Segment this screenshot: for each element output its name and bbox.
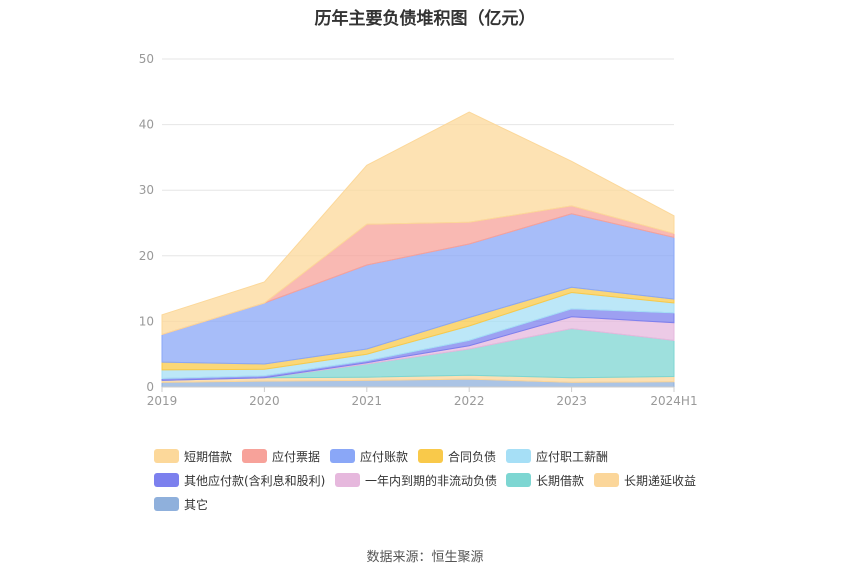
legend-label: 其他应付款(含利息和股利) xyxy=(184,473,326,488)
legend-item[interactable]: 其它 xyxy=(154,496,208,512)
x-tick-label: 2024H1 xyxy=(650,394,697,408)
x-tick-label: 2022 xyxy=(454,394,485,408)
legend-item[interactable]: 应付账款 xyxy=(330,448,408,464)
y-tick-label: 0 xyxy=(146,380,154,394)
legend-swatch xyxy=(154,473,179,487)
legend-swatch xyxy=(594,473,619,487)
legend-swatch xyxy=(506,473,531,487)
legend-item[interactable]: 一年内到期的非流动负债 xyxy=(335,472,497,488)
legend-label: 一年内到期的非流动负债 xyxy=(365,473,498,488)
data-source: 数据来源：恒生聚源 xyxy=(366,550,484,565)
y-tick-label: 40 xyxy=(139,118,154,132)
x-tick-label: 2021 xyxy=(352,394,383,408)
area-series xyxy=(161,111,675,336)
y-tick-label: 50 xyxy=(139,52,154,66)
x-tick-label: 2019 xyxy=(147,394,178,408)
legend-swatch xyxy=(506,449,531,463)
legend-label: 其它 xyxy=(184,497,209,512)
legend-label: 长期递延收益 xyxy=(624,473,697,488)
legend-label: 应付账款 xyxy=(360,449,409,464)
legend-label: 应付票据 xyxy=(272,449,321,464)
legend-swatch xyxy=(154,449,179,463)
legend-item[interactable]: 其他应付款(含利息和股利) xyxy=(154,472,325,488)
legend-label: 应付职工薪酬 xyxy=(536,449,609,464)
legend-swatch xyxy=(335,473,360,487)
legend-swatch xyxy=(330,449,355,463)
y-tick-label: 10 xyxy=(139,314,154,328)
x-tick-label: 2020 xyxy=(249,394,280,408)
legend-item[interactable]: 合同负债 xyxy=(418,448,496,464)
legend-swatch xyxy=(418,449,443,463)
stacked-area-chart: 0 10 20 30 40 50 2019 2020 2021 2022 2023 2024H1 xyxy=(139,52,698,408)
legend-label: 长期借款 xyxy=(536,473,585,488)
legend-item[interactable]: 应付票据 xyxy=(242,448,320,464)
legend-item[interactable]: 长期借款 xyxy=(506,472,584,488)
legend-item[interactable]: 短期借款 xyxy=(154,448,232,464)
legend-item[interactable]: 长期递延收益 xyxy=(594,472,696,488)
legend-swatch xyxy=(242,449,267,463)
y-tick-label: 20 xyxy=(139,249,154,263)
legend-label: 合同负债 xyxy=(448,449,497,464)
y-tick-label: 30 xyxy=(139,183,154,197)
chart-title: 历年主要负债堆积图（亿元） xyxy=(314,9,536,29)
x-tick-label: 2023 xyxy=(556,394,587,408)
legend-item[interactable]: 应付职工薪酬 xyxy=(506,448,608,464)
legend-label: 短期借款 xyxy=(184,449,233,464)
legend-swatch xyxy=(154,497,179,511)
